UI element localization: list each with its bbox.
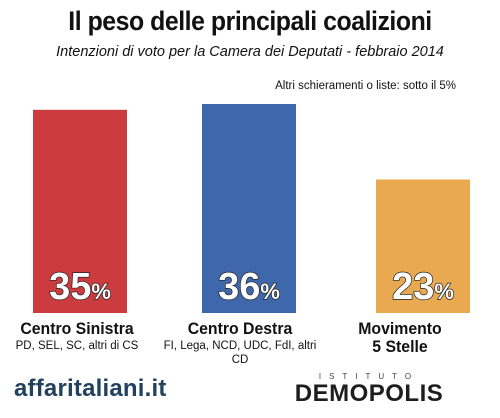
demopolis-logo-top: ISTITUTO [318, 372, 420, 381]
category-label-centro-destra: Centro Destra FI, Lega, NCD, UDC, FdI, a… [155, 320, 325, 367]
chart-title: Il peso delle principali coalizioni [68, 6, 432, 36]
bar-2 [202, 104, 296, 313]
category-name: Centro Destra [187, 319, 293, 338]
bar-value-label: 35% [49, 266, 111, 308]
demopolis-logo-name: DEMOPOLIS [294, 380, 444, 407]
bar-value-label: 36% [218, 266, 280, 308]
bar-3 [376, 179, 470, 313]
bar-value-label: 23% [392, 266, 454, 308]
chart-subtitle: Intenzioni di voto per la Camera dei Dep… [56, 44, 444, 60]
category-label-centro-sinistra: Centro Sinistra PD, SEL, SC, altri di CS [0, 320, 162, 353]
category-subtitle: FI, Lega, NCD, UDC, FdI, altri CD [163, 340, 317, 366]
chart-note: Altri schieramenti o liste: sotto il 5% [275, 80, 456, 92]
category-name: Centro Sinistra [20, 319, 134, 338]
category-label-movimento-5-stelle: Movimento 5 Stelle [340, 320, 460, 356]
affaritaliani-logo: affaritaliani.it [14, 375, 167, 402]
demopolis-logo: ISTITUTO DEMOPOLIS [274, 372, 464, 407]
category-subtitle: PD, SEL, SC, altri di CS [15, 340, 139, 352]
bar-1 [33, 109, 127, 313]
category-name: Movimento 5 Stelle [358, 319, 442, 356]
